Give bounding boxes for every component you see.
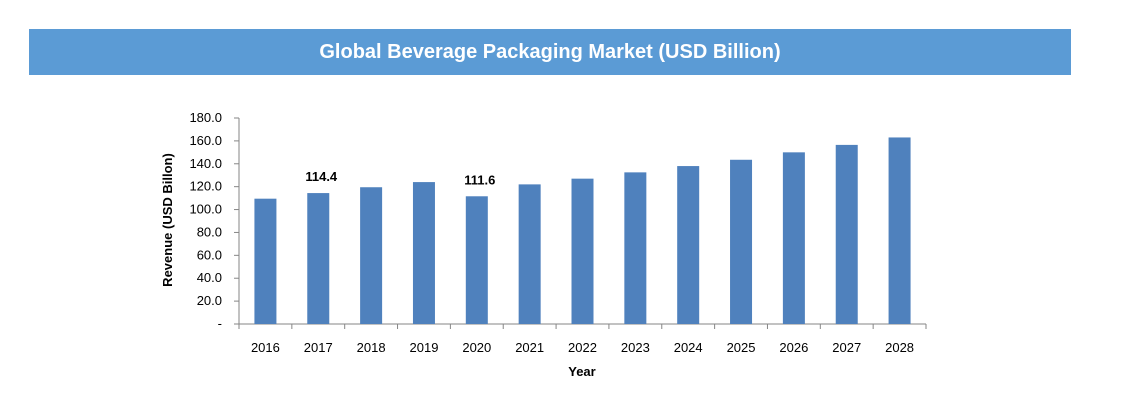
- bar-2022: [571, 178, 594, 324]
- y-tick-label: 60.0: [197, 247, 222, 262]
- x-axis-label: Year: [568, 364, 595, 379]
- bar-2021: [518, 184, 541, 324]
- bar-2017: [307, 193, 330, 324]
- y-tick-label: 120.0: [189, 179, 222, 194]
- x-tick-label: 2018: [357, 340, 386, 355]
- x-tick-label: 2016: [251, 340, 280, 355]
- x-tick-label: 2025: [727, 340, 756, 355]
- bar-2024: [677, 166, 700, 324]
- bar-2016: [254, 198, 277, 324]
- x-axis: 2016 2017 2018 2019 2020 2021 2022 2023 2024 2025…: [238, 323, 927, 355]
- x-tick-label: 2026: [779, 340, 808, 355]
- bars: [254, 137, 911, 324]
- x-tick-label: 2023: [621, 340, 650, 355]
- y-tick-label: 80.0: [197, 224, 222, 239]
- bar-2026: [782, 152, 805, 324]
- data-label-2020: 111.6: [464, 172, 495, 187]
- x-tick-label: 2020: [462, 340, 491, 355]
- y-tick-label: -: [218, 316, 222, 331]
- bar-2028: [888, 137, 911, 324]
- chart-title-bar: Global Beverage Packaging Market (USD Bi…: [29, 29, 1071, 75]
- bar-2027: [835, 144, 858, 324]
- chart-title: Global Beverage Packaging Market (USD Bi…: [319, 40, 781, 63]
- y-tick-label: 100.0: [189, 202, 222, 217]
- y-tick-label: 20.0: [197, 293, 222, 308]
- x-tick-label: 2021: [515, 340, 544, 355]
- y-axis: - 20.0 40.0 60.0 80.0 100.0 120.0 140.0 160.0 180…: [189, 110, 240, 331]
- y-tick-label: 40.0: [197, 270, 222, 285]
- data-labels: 114.4 111.6: [305, 169, 495, 187]
- y-tick-label: 160.0: [189, 133, 222, 148]
- x-tick-label: 2022: [568, 340, 597, 355]
- x-tick-label: 2027: [832, 340, 861, 355]
- x-tick-label: 2019: [410, 340, 439, 355]
- x-tick-label: 2024: [674, 340, 703, 355]
- data-label-2017: 114.4: [305, 169, 338, 184]
- y-tick-label: 180.0: [189, 110, 222, 125]
- bar-2020: [465, 196, 488, 324]
- y-tick-label: 140.0: [189, 156, 222, 171]
- y-axis-label: Revenue (USD Billon): [160, 153, 175, 287]
- x-tick-label: 2028: [885, 340, 914, 355]
- x-tick-label: 2017: [304, 340, 333, 355]
- bar-2025: [730, 159, 753, 324]
- bar-2018: [360, 187, 383, 324]
- bar-2019: [412, 182, 435, 324]
- bar-2023: [624, 172, 647, 324]
